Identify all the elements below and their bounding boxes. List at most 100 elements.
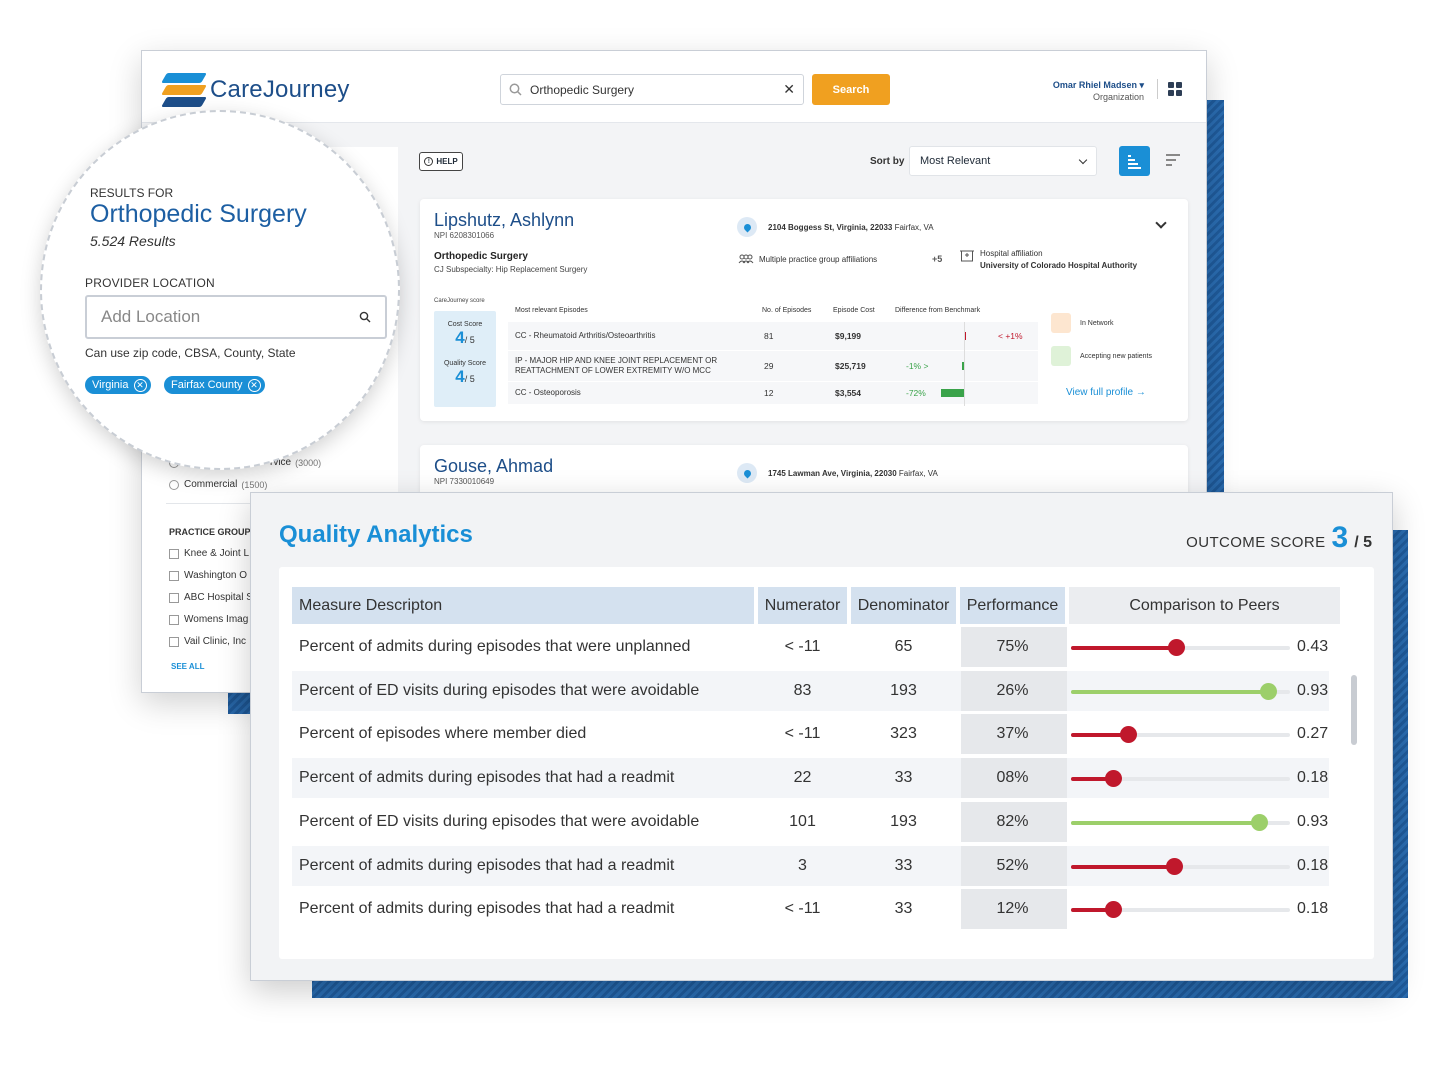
outcome-score-value: 3 bbox=[1331, 521, 1349, 554]
performance-value: 37% bbox=[996, 725, 1029, 743]
episode-count: 81 bbox=[764, 331, 774, 341]
outcome-score-label: OUTCOME SCORE bbox=[1186, 534, 1326, 551]
cj-score-label: CareJourney score bbox=[434, 298, 485, 304]
location-input[interactable]: Add Location bbox=[85, 295, 387, 339]
provider-address: 1745 Lawman Ave, Virginia, 22030 Fairfax… bbox=[768, 469, 938, 478]
location-pin-icon bbox=[737, 463, 757, 483]
col-header-measure: Measure Descripton bbox=[292, 587, 754, 624]
performance-cell-bg bbox=[961, 845, 1067, 886]
practice-group-heading: PRACTICE GROUP bbox=[169, 527, 251, 537]
denominator-value: 33 bbox=[894, 856, 913, 874]
peer-comparison-slider bbox=[1071, 901, 1290, 919]
col-header: Episode Cost bbox=[833, 307, 875, 314]
numerator-value: < -11 bbox=[784, 638, 821, 655]
practice-group-item[interactable]: Womens Imag bbox=[169, 614, 248, 625]
magnifier-callout: RESULTS FOR Orthopedic Surgery 5.524 Res… bbox=[40, 110, 400, 470]
comparison-value: 0.27 bbox=[1297, 725, 1329, 743]
peer-comparison-slider bbox=[1071, 770, 1290, 788]
performance-value: 82% bbox=[996, 812, 1029, 830]
remove-chip-icon[interactable]: ✕ bbox=[247, 378, 261, 392]
arrow-right-icon: → bbox=[1135, 387, 1146, 398]
denominator-value: 193 bbox=[890, 812, 917, 830]
results-count: 5.524 Results bbox=[90, 233, 176, 249]
measure-description: Percent of admits during episodes that h… bbox=[299, 900, 675, 918]
accepting-patients-icon bbox=[1051, 346, 1071, 366]
provider-name[interactable]: Gouse, Ahmad bbox=[434, 456, 554, 476]
see-all-link[interactable]: SEE ALL bbox=[171, 662, 205, 671]
location-chip[interactable]: Virginia ✕ bbox=[85, 376, 151, 394]
performance-cell-bg bbox=[961, 758, 1067, 799]
search-icon bbox=[509, 83, 522, 96]
outcome-score-denominator: / 5 bbox=[1354, 534, 1372, 551]
col-header-denominator: Denominator bbox=[851, 587, 956, 624]
provider-name[interactable]: Lipshutz, Ashlynn bbox=[434, 210, 575, 230]
slider-knob bbox=[1104, 770, 1122, 788]
user-menu[interactable]: Omar Rhiel Madsen ▾ Organization bbox=[1053, 79, 1144, 103]
measure-description: Percent of episodes where member died bbox=[299, 725, 587, 743]
logo-icon bbox=[161, 73, 207, 107]
slider-fill bbox=[1071, 820, 1260, 825]
episode-diff: -72% bbox=[906, 388, 926, 398]
chip-label: Virginia bbox=[92, 379, 129, 391]
sort-select[interactable]: Most Relevant bbox=[909, 146, 1097, 176]
chevron-down-icon[interactable] bbox=[1155, 217, 1167, 229]
info-icon: ! bbox=[424, 157, 434, 166]
provider-card[interactable]: Lipshutz, Ashlynn NPI 6208301066 2104 Bo… bbox=[420, 199, 1188, 421]
comparison-value: 0.18 bbox=[1297, 856, 1329, 874]
clear-icon[interactable]: ✕ bbox=[783, 81, 795, 97]
checkbox-icon bbox=[169, 636, 179, 647]
numerator-value: < -11 bbox=[784, 900, 821, 918]
search-input[interactable]: Orthopedic Surgery ✕ bbox=[500, 74, 804, 105]
denominator-value: 323 bbox=[890, 725, 917, 743]
filter-radio-commercial[interactable]: Commercial (1500) bbox=[169, 479, 267, 490]
numerator-value: 3 bbox=[798, 856, 807, 874]
practice-group-item[interactable]: Washington O bbox=[169, 570, 247, 581]
quality-analytics-panel: Quality Analytics OUTCOME SCORE 3 / 5 Me… bbox=[250, 492, 1393, 981]
cost-score-label: Cost Score bbox=[447, 321, 483, 328]
results-for-label: RESULTS FOR bbox=[90, 186, 174, 200]
filter-label: rvice bbox=[270, 457, 292, 468]
episode-diff: < +1% bbox=[998, 331, 1023, 341]
performance-cell-bg bbox=[961, 714, 1067, 755]
practice-group-item[interactable]: Knee & Joint L bbox=[169, 548, 249, 559]
remove-chip-icon[interactable]: ✕ bbox=[133, 378, 147, 392]
col-header-comparison: Comparison to Peers bbox=[1069, 587, 1340, 624]
table-row: Percent of admits during episodes that h… bbox=[292, 845, 1329, 886]
location-chip[interactable]: Fairfax County ✕ bbox=[164, 376, 265, 394]
comparison-value: 0.18 bbox=[1297, 769, 1329, 787]
episode-count: 12 bbox=[764, 388, 774, 398]
view-full-profile-link[interactable]: View full profile → bbox=[1066, 387, 1146, 398]
performance-value: 26% bbox=[996, 681, 1029, 699]
location-placeholder: Add Location bbox=[101, 307, 201, 326]
divider bbox=[1157, 79, 1158, 99]
table-row: Percent of admits during episodes that h… bbox=[292, 758, 1329, 799]
practice-group-label: Womens Imag bbox=[184, 614, 249, 625]
practice-group-item[interactable]: ABC Hospital S bbox=[169, 592, 253, 603]
search-button[interactable]: Search bbox=[812, 74, 890, 105]
practice-affiliations-more[interactable]: +5 bbox=[932, 254, 943, 264]
practice-affiliations[interactable]: Multiple practice group affiliations bbox=[738, 254, 877, 264]
episode-row: CC - Osteoporosis 12 $3,554 -72% bbox=[508, 382, 1038, 404]
denominator-value: 65 bbox=[894, 638, 913, 655]
col-header: Difference from Benchmark bbox=[895, 307, 981, 314]
checkbox-icon bbox=[169, 592, 179, 603]
logo[interactable]: CareJourney bbox=[161, 73, 350, 107]
practice-group-item[interactable]: Vail Clinic, Inc bbox=[169, 636, 246, 647]
col-header-performance: Performance bbox=[960, 587, 1065, 624]
results-query: Orthopedic Surgery bbox=[90, 200, 307, 228]
chip-label: Fairfax County bbox=[171, 379, 243, 391]
list-view-button[interactable] bbox=[1119, 146, 1150, 176]
measure-description: Percent of admits during episodes that h… bbox=[299, 769, 675, 787]
filter-label: Commercial bbox=[184, 479, 238, 490]
sort-lines-icon[interactable] bbox=[1166, 154, 1180, 169]
help-button[interactable]: ! HELP bbox=[419, 152, 463, 171]
hospital-affiliation: Hospital affiliation University of Colora… bbox=[960, 248, 1137, 272]
practice-group-label: Washington O bbox=[184, 570, 247, 581]
episode-cost: $25,719 bbox=[835, 361, 866, 371]
in-network-label: In Network bbox=[1080, 320, 1114, 327]
measure-description: Percent of admits during episodes that w… bbox=[299, 638, 691, 655]
scrollbar[interactable] bbox=[1351, 675, 1357, 745]
apps-grid-icon[interactable] bbox=[1168, 82, 1182, 96]
denominator-value: 33 bbox=[894, 769, 913, 787]
practice-group-label: ABC Hospital S bbox=[184, 592, 253, 603]
